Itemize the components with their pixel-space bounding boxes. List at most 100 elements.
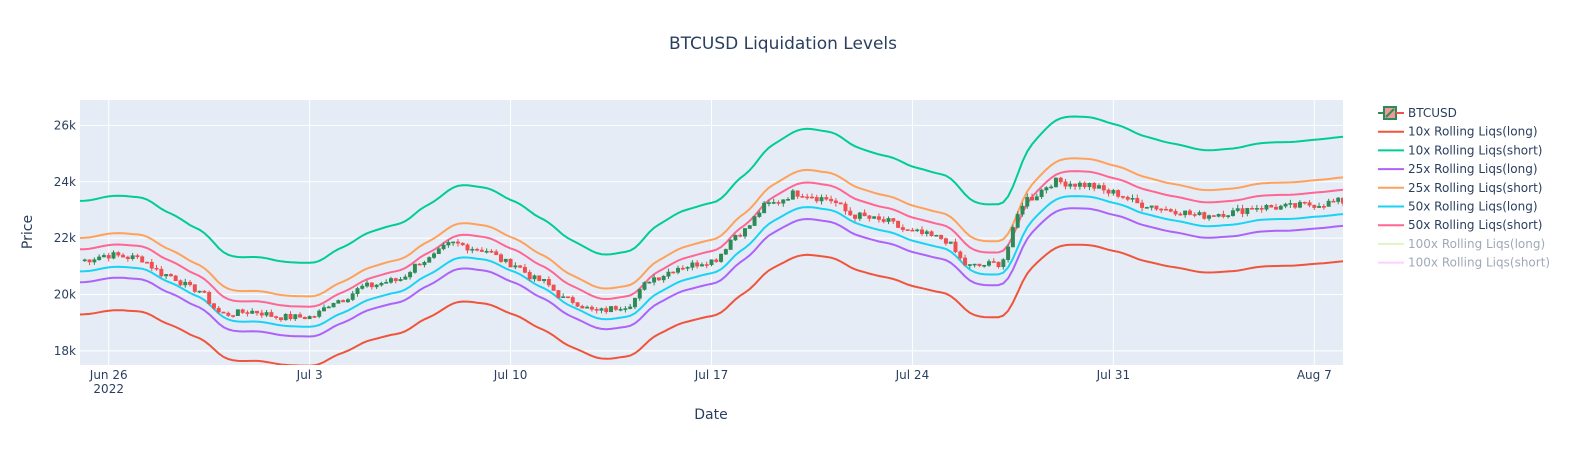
price-candle: [312, 315, 317, 319]
price-candle: [589, 305, 594, 312]
price-candle: [197, 290, 202, 294]
y-tick-label: 24k: [54, 175, 76, 189]
price-candle: [384, 279, 389, 284]
y-axis-title: Price: [20, 215, 36, 249]
price-candle: [1073, 183, 1078, 190]
series-line: [80, 170, 1343, 308]
price-candle: [982, 264, 987, 268]
legend[interactable]: BTCUSD 10x Rolling Liqs(long) 10x Rolling …: [1378, 106, 1550, 270]
price-candle: [235, 309, 240, 316]
price-candle: [872, 216, 877, 219]
price-candle: [642, 281, 647, 291]
price-candle: [111, 250, 116, 260]
legend-label: 50x Rolling Liqs(long): [1408, 200, 1538, 214]
price-candle: [283, 313, 288, 321]
price-candle: [1293, 203, 1298, 209]
series-line: [80, 115, 1343, 264]
price-candle: [178, 279, 183, 287]
price-candle: [412, 263, 417, 274]
price-candle: [417, 263, 422, 266]
price-candle: [814, 194, 819, 204]
price-candle: [1264, 203, 1269, 212]
price-candle: [891, 218, 896, 225]
x-axis-title: Date: [694, 407, 727, 423]
price-candle: [183, 278, 188, 288]
legend-label: 50x Rolling Liqs(short): [1408, 218, 1542, 232]
price-candle: [274, 315, 279, 320]
price-candle: [1307, 200, 1312, 208]
legend-item[interactable]: 50x Rolling Liqs(short): [1378, 218, 1542, 232]
legend-item[interactable]: 10x Rolling Liqs(short): [1378, 143, 1542, 157]
price-candle: [82, 258, 87, 262]
legend-item-btcusd[interactable]: BTCUSD: [1378, 106, 1457, 120]
price-candle: [1068, 181, 1073, 190]
price-candle: [125, 255, 130, 262]
price-candle: [776, 200, 781, 206]
price-candle: [652, 274, 657, 286]
price-candle: [647, 281, 652, 284]
price-candle: [948, 241, 953, 245]
legend-label: 100x Rolling Liqs(short): [1408, 256, 1550, 270]
price-candle: [92, 257, 97, 265]
price-candle: [757, 210, 762, 218]
price-candle: [632, 297, 637, 310]
price-candle: [130, 252, 135, 261]
legend-item[interactable]: 100x Rolling Liqs(long): [1378, 237, 1545, 251]
price-candle: [857, 211, 862, 222]
price-candle: [1044, 186, 1049, 194]
price-candle: [805, 193, 810, 200]
price-candle: [972, 263, 977, 268]
price-candle: [613, 305, 618, 312]
price-candle: [786, 197, 791, 201]
legend-item[interactable]: 100x Rolling Liqs(short): [1378, 256, 1550, 270]
price-candle: [838, 202, 843, 205]
price-candle: [1101, 182, 1106, 194]
price-candle: [566, 296, 570, 299]
price-candle: [570, 295, 575, 305]
price-candle: [360, 283, 365, 290]
price-candle: [546, 276, 551, 288]
price-candle: [221, 311, 226, 314]
price-candle: [733, 234, 738, 241]
price-candle: [1097, 183, 1101, 189]
price-candle: [833, 198, 838, 207]
x-tick-label: Jul 17: [694, 368, 729, 382]
price-candle: [1235, 204, 1240, 213]
price-candle: [508, 258, 513, 268]
legend-item[interactable]: 50x Rolling Liqs(long): [1378, 200, 1538, 214]
price-candle: [121, 253, 126, 258]
price-candle: [522, 263, 527, 274]
price-candle: [446, 239, 451, 248]
price-candle: [116, 251, 121, 258]
legend-item[interactable]: 10x Rolling Liqs(long): [1378, 125, 1538, 139]
price-candle: [1116, 189, 1121, 199]
price-candle: [140, 255, 145, 263]
price-candle: [618, 306, 623, 312]
price-candle: [666, 268, 671, 279]
price-candle: [1254, 204, 1259, 212]
price-candle: [393, 277, 398, 284]
price-candle: [766, 200, 771, 207]
legend-item[interactable]: 25x Rolling Liqs(short): [1378, 181, 1542, 195]
x-tick-label: Jul 31: [1096, 368, 1131, 382]
legend-item[interactable]: 25x Rolling Liqs(long): [1378, 162, 1538, 176]
price-candle: [934, 234, 939, 237]
price-candle: [685, 266, 690, 272]
price-candle: [1207, 214, 1212, 221]
price-candle: [604, 306, 609, 315]
price-candle: [532, 274, 537, 282]
y-tick-label: 26k: [54, 118, 76, 132]
price-candle: [771, 198, 776, 205]
chart-title: BTCUSD Liquidation Levels: [669, 34, 897, 54]
legend-label: 10x Rolling Liqs(short): [1408, 143, 1542, 157]
price-candle: [537, 275, 542, 282]
price-candle: [714, 258, 719, 263]
price-candle: [991, 258, 996, 263]
price-candle: [848, 207, 853, 216]
price-candle: [843, 201, 848, 215]
grid-lines: [80, 100, 1343, 365]
price-candle: [307, 315, 312, 320]
price-candle: [484, 248, 489, 254]
price-candle: [1326, 198, 1331, 207]
